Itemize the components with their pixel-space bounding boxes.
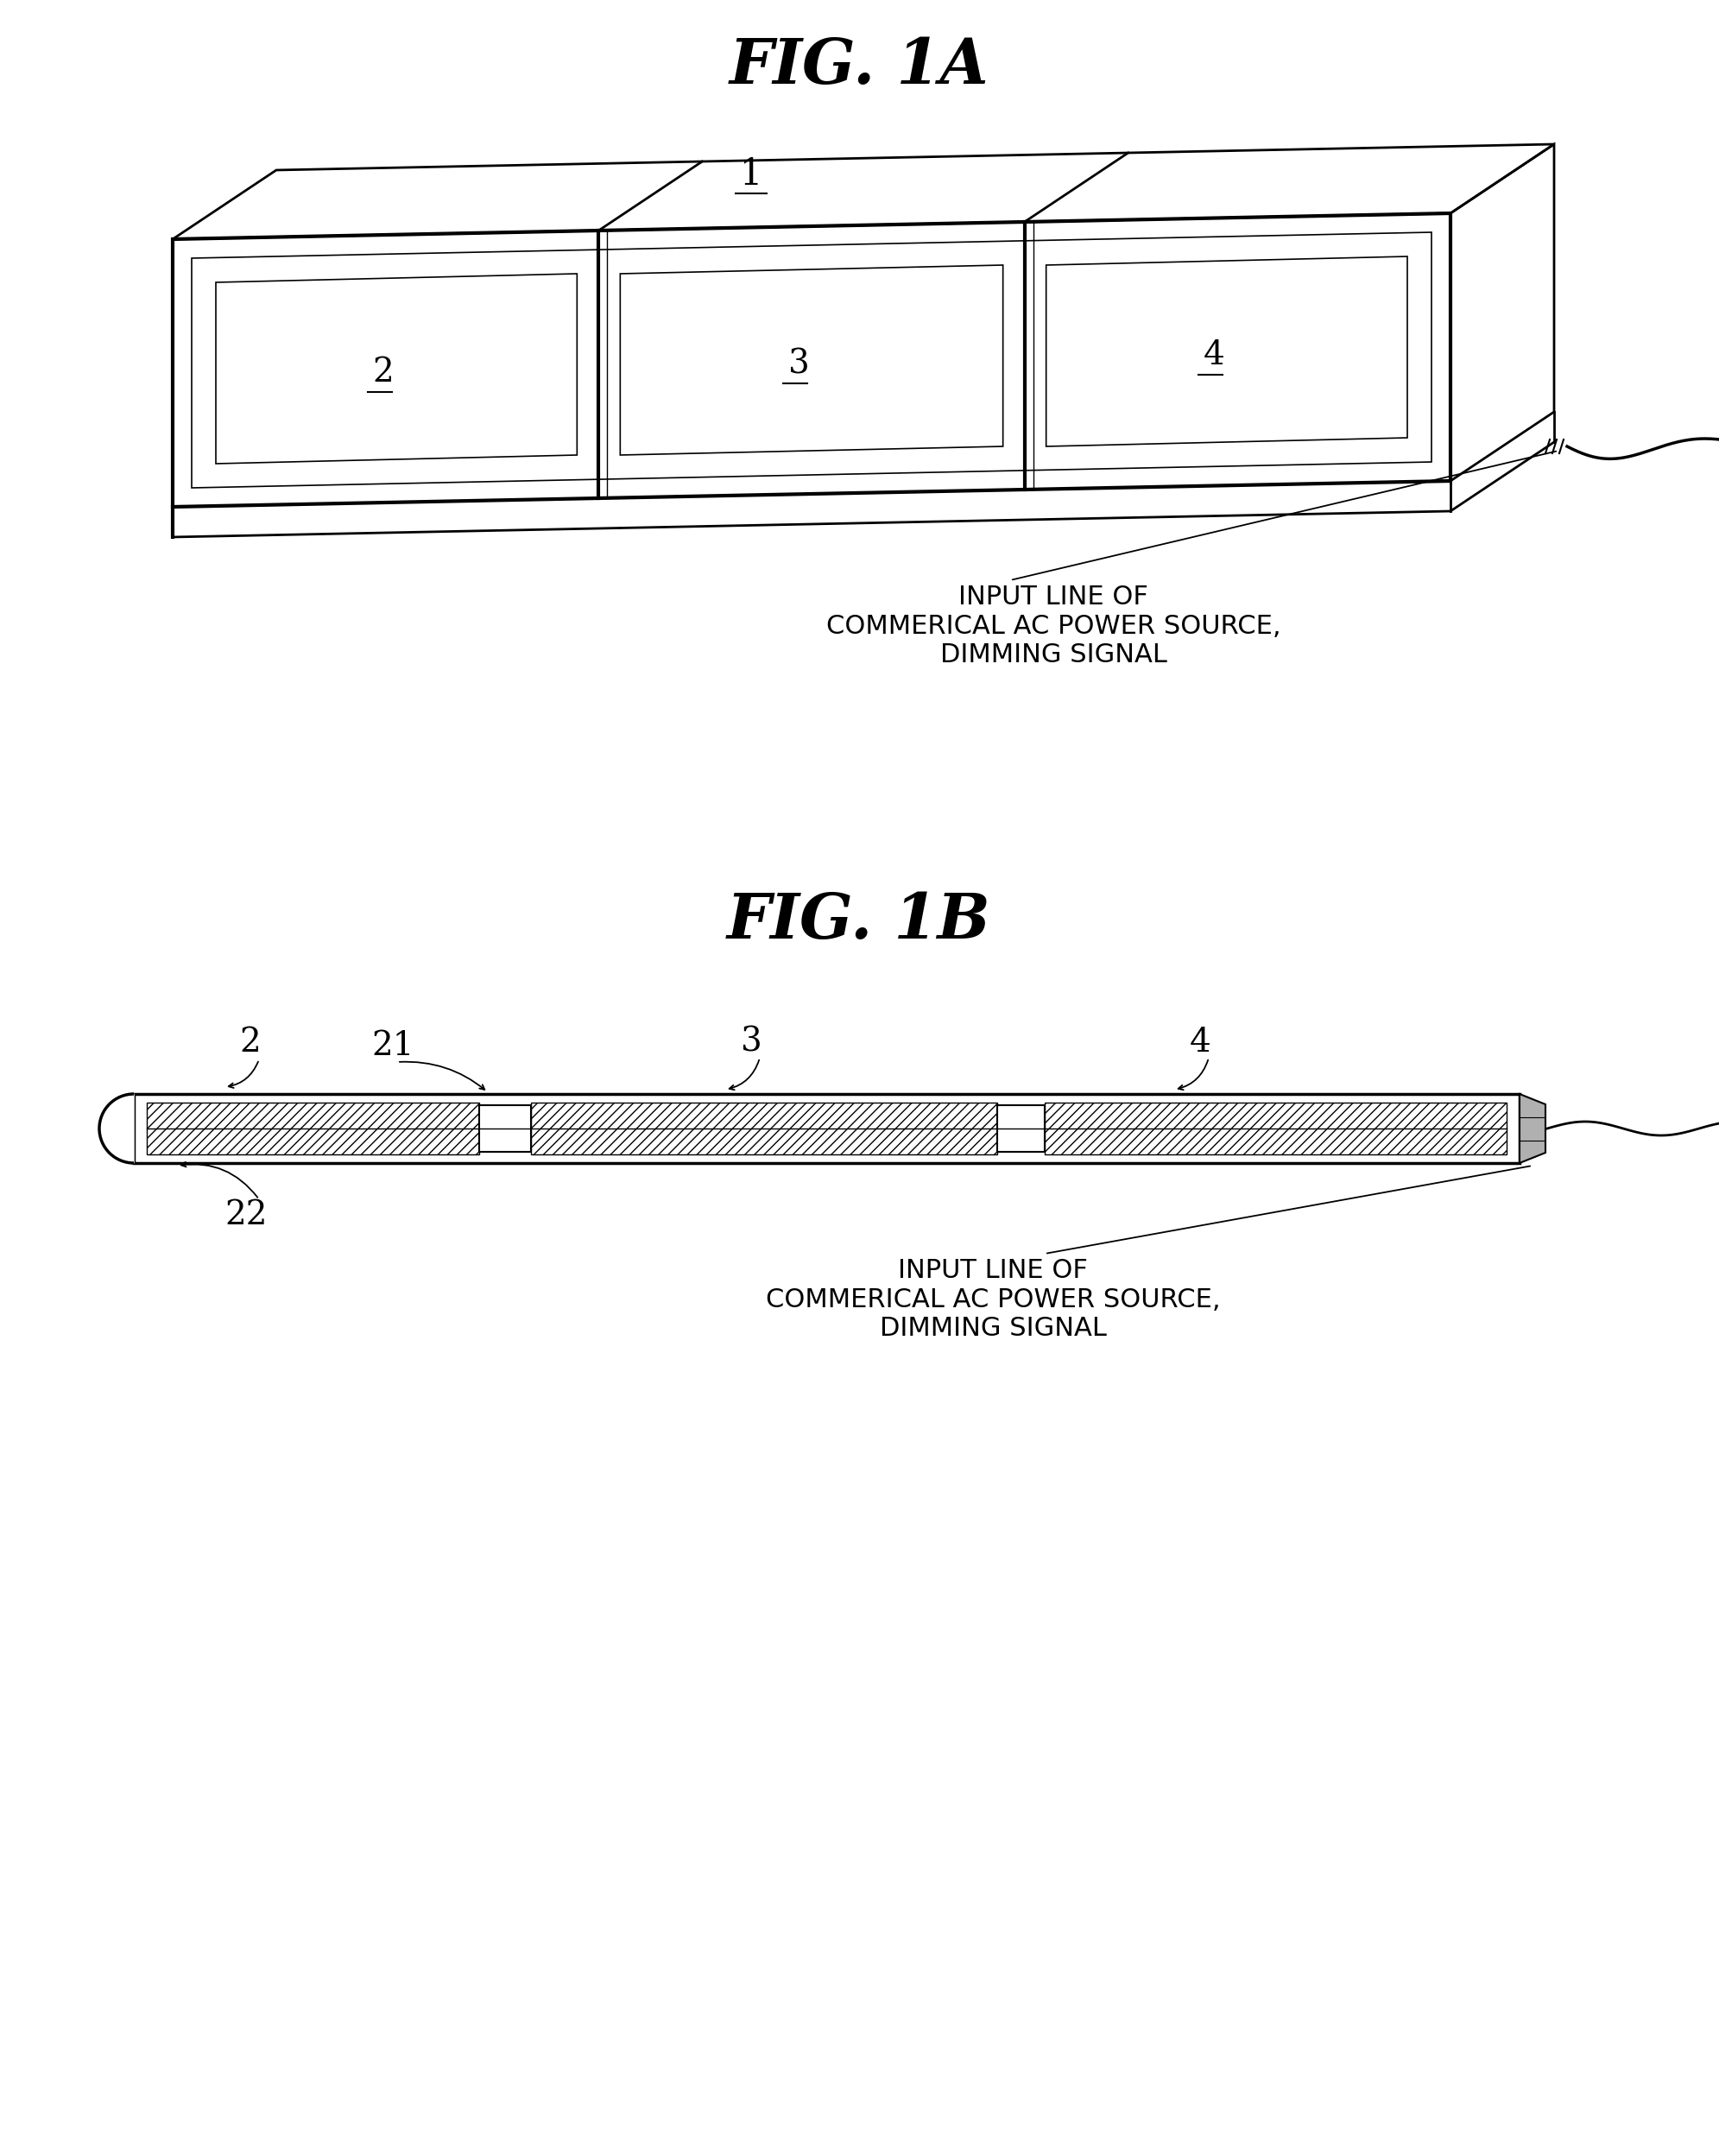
Text: 2: 2 bbox=[239, 1026, 261, 1059]
Polygon shape bbox=[100, 1093, 134, 1162]
Text: FIG. 1A: FIG. 1A bbox=[729, 37, 988, 97]
Text: 1: 1 bbox=[739, 155, 763, 192]
Text: INPUT LINE OF
COMMERICAL AC POWER SOURCE,
DIMMING SIGNAL: INPUT LINE OF COMMERICAL AC POWER SOURCE… bbox=[827, 584, 1281, 668]
Text: 4: 4 bbox=[1203, 341, 1224, 371]
Text: 21: 21 bbox=[371, 1031, 414, 1063]
Text: 22: 22 bbox=[225, 1199, 268, 1231]
Text: FIG. 1B: FIG. 1B bbox=[727, 890, 992, 953]
Text: 2: 2 bbox=[373, 358, 394, 388]
Text: 3: 3 bbox=[787, 349, 810, 379]
Polygon shape bbox=[480, 1106, 531, 1151]
Polygon shape bbox=[1451, 144, 1554, 481]
Polygon shape bbox=[172, 144, 1554, 239]
Polygon shape bbox=[172, 213, 1451, 507]
Polygon shape bbox=[172, 481, 1451, 537]
Polygon shape bbox=[146, 1102, 480, 1153]
Polygon shape bbox=[1045, 1102, 1506, 1153]
Polygon shape bbox=[531, 1102, 997, 1153]
Polygon shape bbox=[997, 1106, 1045, 1151]
Text: 3: 3 bbox=[741, 1026, 762, 1059]
Polygon shape bbox=[1520, 1093, 1545, 1162]
Text: INPUT LINE OF
COMMERICAL AC POWER SOURCE,
DIMMING SIGNAL: INPUT LINE OF COMMERICAL AC POWER SOURCE… bbox=[765, 1259, 1220, 1341]
Text: 4: 4 bbox=[1190, 1026, 1210, 1059]
Polygon shape bbox=[1451, 412, 1554, 511]
Polygon shape bbox=[134, 1093, 1520, 1162]
